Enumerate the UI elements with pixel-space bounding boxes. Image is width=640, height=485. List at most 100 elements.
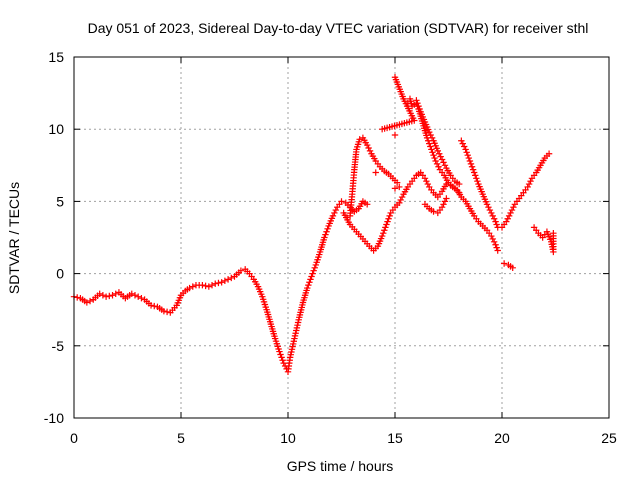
data-point: [363, 201, 371, 208]
data-point: [398, 193, 406, 201]
data-point: [473, 175, 480, 182]
data-point: [384, 218, 391, 225]
data-point: [489, 212, 496, 220]
data-point: [492, 241, 499, 248]
data-point: [416, 105, 423, 113]
data-point: [458, 137, 465, 144]
data-point: [527, 177, 534, 185]
data-point: [459, 140, 466, 147]
data-point: [338, 198, 345, 205]
data-point: [279, 357, 286, 364]
data-point: [138, 294, 145, 302]
data-point: [96, 290, 103, 298]
data-point: [440, 201, 447, 208]
data-point: [331, 209, 338, 217]
data-point: [424, 180, 432, 188]
data-point: [433, 160, 441, 168]
data-point: [131, 292, 139, 299]
data-point: [464, 151, 471, 159]
data-point: [504, 215, 511, 222]
data-point: [427, 143, 434, 150]
data-point: [437, 153, 444, 160]
data-point: [431, 154, 438, 162]
data-point: [356, 136, 363, 143]
data-point: [363, 141, 371, 149]
data-point: [415, 102, 422, 110]
data-point: [524, 183, 531, 191]
data-point: [468, 163, 476, 170]
data-point: [99, 292, 107, 299]
data-point: [280, 359, 287, 367]
data-point: [305, 281, 312, 289]
data-point: [199, 281, 206, 289]
data-point: [86, 297, 94, 305]
data-point: [109, 292, 116, 299]
data-point: [378, 232, 386, 240]
data-point: [427, 131, 434, 139]
data-point: [485, 203, 492, 211]
data-point: [311, 264, 318, 272]
data-point: [494, 247, 501, 254]
data-point: [505, 212, 513, 220]
data-point: [509, 264, 516, 272]
data-point: [160, 307, 168, 315]
data-point: [488, 232, 495, 240]
data-point: [430, 208, 437, 215]
y-tick-label: 5: [56, 193, 64, 209]
data-point: [321, 234, 328, 241]
data-point: [74, 294, 81, 301]
data-point: [426, 140, 433, 147]
data-point: [428, 146, 435, 153]
grid-layer: [74, 57, 609, 418]
data-point: [490, 238, 498, 246]
data-point: [135, 293, 142, 300]
data-point: [508, 206, 516, 214]
x-tick-label: 15: [387, 430, 403, 446]
data-point: [441, 198, 449, 205]
data-point: [306, 279, 313, 286]
data-point: [212, 280, 219, 287]
data-point: [307, 276, 314, 283]
data-point: [429, 149, 436, 156]
data-point: [489, 235, 496, 243]
data-point: [467, 160, 475, 168]
data-point: [380, 229, 387, 237]
data-point: [189, 283, 196, 290]
y-axis-title: SDTVAR / TECUs: [6, 182, 22, 294]
data-point: [483, 201, 491, 208]
data-point: [218, 279, 225, 286]
x-tick-label: 0: [70, 430, 78, 446]
data-point: [186, 284, 193, 292]
point-layer: [70, 74, 557, 375]
tick-layer: 0 5 10 15 20 25 -10 -5 0 5 10 15: [44, 49, 617, 446]
data-point: [486, 206, 494, 214]
x-tick-label: 25: [601, 430, 617, 446]
data-point: [151, 302, 158, 310]
data-point: [332, 206, 339, 214]
data-point: [102, 293, 110, 300]
x-axis-title: GPS time / hours: [287, 458, 394, 474]
data-point: [393, 179, 401, 186]
x-tick-label: 5: [177, 430, 185, 446]
data-point: [208, 281, 216, 289]
data-point: [277, 351, 284, 358]
data-point: [545, 150, 553, 157]
data-point: [278, 354, 285, 361]
data-point: [381, 227, 388, 234]
data-point: [474, 177, 481, 185]
data-point: [163, 308, 171, 316]
data-point: [550, 229, 557, 237]
data-point: [308, 273, 315, 280]
data-point: [382, 224, 389, 231]
data-point: [147, 302, 155, 309]
x-tick-label: 20: [494, 430, 510, 446]
data-point: [510, 203, 517, 211]
data-point: [397, 196, 404, 204]
data-point: [469, 166, 477, 173]
data-point: [456, 180, 463, 188]
data-point: [472, 172, 479, 179]
data-point: [386, 212, 393, 220]
data-point: [414, 100, 421, 107]
data-point: [128, 290, 135, 298]
